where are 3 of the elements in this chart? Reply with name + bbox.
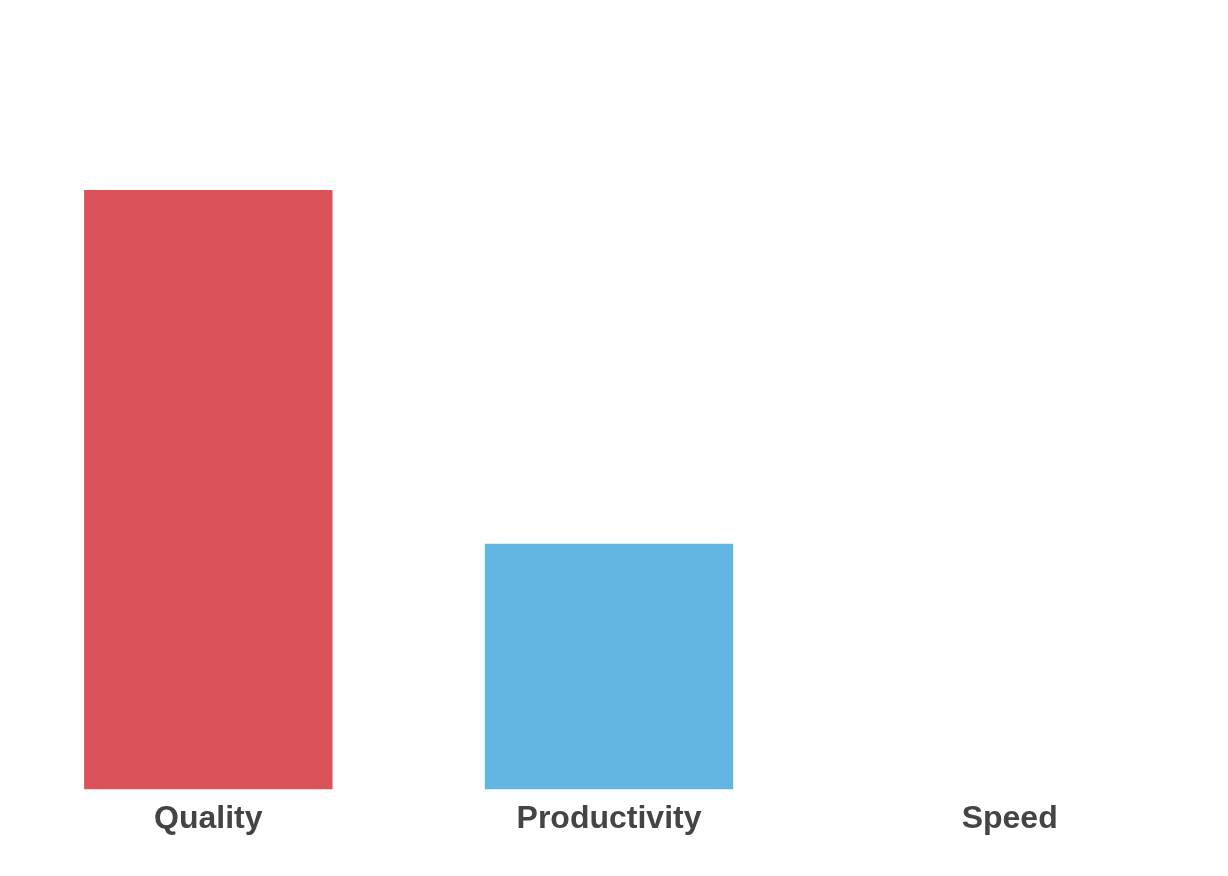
x-tick-label: Speed [961,798,1058,835]
x-tick-label: Productivity [516,798,702,835]
x-tick-label: Quality [154,798,263,835]
